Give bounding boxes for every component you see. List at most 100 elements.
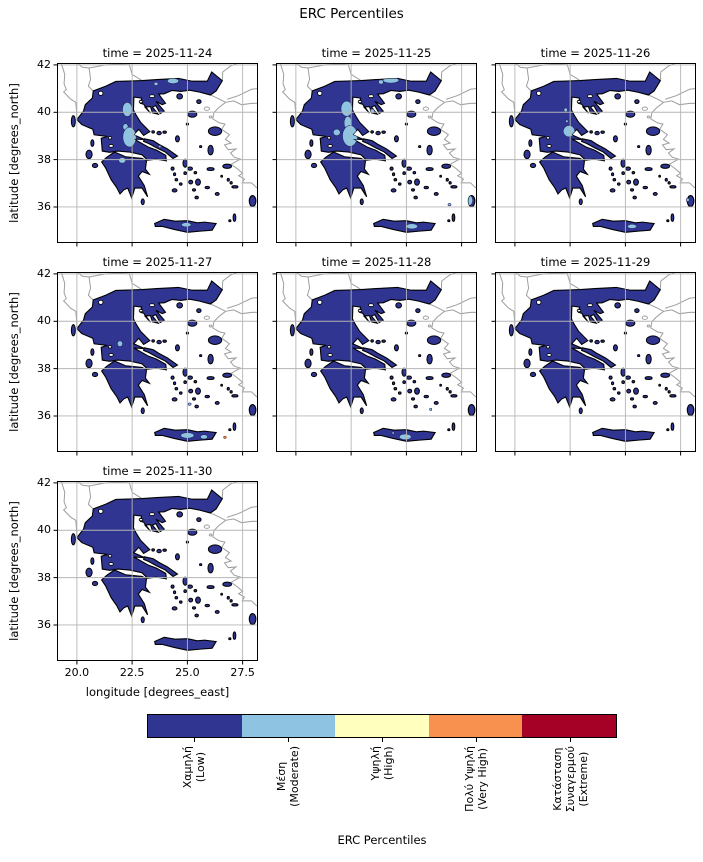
moderate-patch (117, 341, 122, 347)
moderate-patch (167, 78, 178, 83)
facet-title: time = 2025-11-28 (321, 255, 432, 269)
y-tick-label: 36 (37, 409, 51, 422)
y-tick-label: 38 (37, 152, 51, 166)
y-tick-label: 38 (37, 570, 51, 584)
small-patch-overlay (392, 408, 432, 434)
y-tick-label: 40 (37, 314, 51, 328)
x-tick-label: 27.5 (230, 666, 255, 679)
facet-2025-11-28: time = 2025-11-28 (272, 255, 477, 456)
colorbar-class-label: Κατάσταση Συναγερμού (Extreme) (551, 746, 617, 812)
colorbar-tick (382, 738, 383, 742)
colorbar-class-label-text: Κατάσταση Συναγερμού (Extreme) (550, 746, 590, 813)
colorbar-tick (288, 738, 289, 742)
small-patch-overlay (564, 108, 689, 202)
map-axes (272, 63, 477, 247)
facet-title: time = 2025-11-29 (540, 255, 651, 269)
axes-frame (276, 63, 477, 243)
moderate-patch (188, 403, 191, 405)
moderate-patch (406, 224, 417, 229)
facet-2025-11-30: time = 2025-11-30 42 40 38 36 20.0 22. (7, 464, 258, 699)
axes-frame (57, 63, 258, 243)
colorbar-segment-2 (241, 715, 336, 737)
moderate-patch (343, 126, 358, 147)
moderate-patch (122, 102, 132, 116)
facet-title: time = 2025-11-30 (102, 464, 213, 478)
y-tick-label: 42 (37, 475, 51, 489)
x-tick-label: 25.0 (175, 666, 200, 679)
moderate-patch (379, 80, 384, 84)
x-tick-label: 22.5 (119, 666, 145, 679)
moderate-patch (430, 408, 432, 410)
moderate-patch (392, 432, 395, 434)
moderate-patch (158, 145, 161, 147)
facet-title: time = 2025-11-26 (540, 46, 651, 60)
x-axis-label: longitude [degrees_east] (85, 685, 230, 699)
small-patch-overlay (188, 403, 226, 439)
moderate-overlay (399, 434, 411, 440)
moderate-patch (181, 223, 191, 227)
colorbar (147, 714, 617, 738)
small-patch-overlay (448, 203, 451, 205)
colorbar-class-label-text: Πολύ Υψηλή (Very High) (463, 746, 489, 812)
moderate-overlay (563, 126, 636, 229)
map-axes (491, 63, 696, 247)
colorbar-class-label: Υψηλή (High) (369, 746, 403, 780)
facet-2025-11-26: time = 2025-11-26 (491, 46, 696, 247)
moderate-patch (333, 129, 340, 136)
colorbar-class-label-text: Υψηλή (High) (369, 746, 395, 781)
x-tick-label: 20.0 (64, 666, 90, 679)
facet-2025-11-24: time = 2025-11-24 42 40 38 36 latitud (7, 46, 258, 247)
small-patch-overlay (154, 82, 161, 148)
axes-frame (57, 272, 258, 452)
map-axes (491, 272, 696, 456)
moderate-patch (563, 126, 574, 137)
y-tick-label: 40 (37, 523, 51, 537)
colorbar-class-label-text: Μέση (Moderate) (275, 746, 301, 807)
axes-frame (276, 272, 477, 452)
y-tick-label: 40 (37, 105, 51, 119)
map-axes (53, 272, 258, 456)
facet-2025-11-25: time = 2025-11-25 (272, 46, 477, 247)
colorbar-tick (570, 738, 571, 742)
y-axis-label: latitude [degrees_north] (7, 83, 21, 223)
moderate-patch (565, 120, 568, 123)
map-axes (53, 63, 258, 247)
y-tick-label: 42 (37, 57, 51, 71)
y-tick-label: 42 (37, 266, 51, 280)
moderate-patch (448, 203, 451, 205)
y-axis-label: latitude [degrees_north] (7, 292, 21, 432)
colorbar-tick (476, 738, 477, 742)
moderate-patch (154, 82, 158, 85)
colorbar-segment-3 (335, 715, 429, 737)
facet-title: time = 2025-11-25 (321, 46, 432, 60)
facet-2025-11-27: time = 2025-11-27 42 40 38 36 latitud (7, 255, 258, 456)
figure-title: ERC Percentiles (299, 6, 404, 22)
moderate-patch (200, 435, 207, 439)
colorbar-class-label: Χαμηλή (Low) (181, 746, 223, 788)
facet-title: time = 2025-11-27 (102, 255, 213, 269)
map-axes (53, 481, 258, 665)
colorbar-class-label: Μέση (Moderate) (275, 746, 336, 807)
moderate-patch (119, 157, 126, 163)
colorbar-class-label: Πολύ Υψηλή (Very High) (463, 746, 529, 812)
facet-2025-11-29: time = 2025-11-29 (491, 255, 696, 456)
map-axes (272, 272, 477, 456)
y-tick-label: 38 (37, 361, 51, 375)
y-tick-label: 36 (37, 618, 51, 631)
moderate-overlay (119, 78, 191, 226)
moderate-patch (627, 224, 636, 228)
moderate-patch (564, 108, 568, 112)
colorbar-segment-4 (428, 715, 523, 737)
axes-frame (57, 481, 258, 661)
moderate-patch (686, 198, 689, 201)
colorbar-class-label-text: Χαμηλή (Low) (181, 746, 207, 789)
moderate-patch (399, 434, 411, 440)
colorbar-tick (194, 738, 195, 742)
axes-frame (495, 272, 696, 452)
facet-title: time = 2025-11-24 (102, 46, 213, 60)
colorbar-segment-5 (522, 715, 616, 737)
colorbar-label: ERC Percentiles (337, 833, 427, 847)
moderate-patch (123, 127, 136, 147)
y-axis-label: latitude [degrees_north] (7, 501, 21, 641)
